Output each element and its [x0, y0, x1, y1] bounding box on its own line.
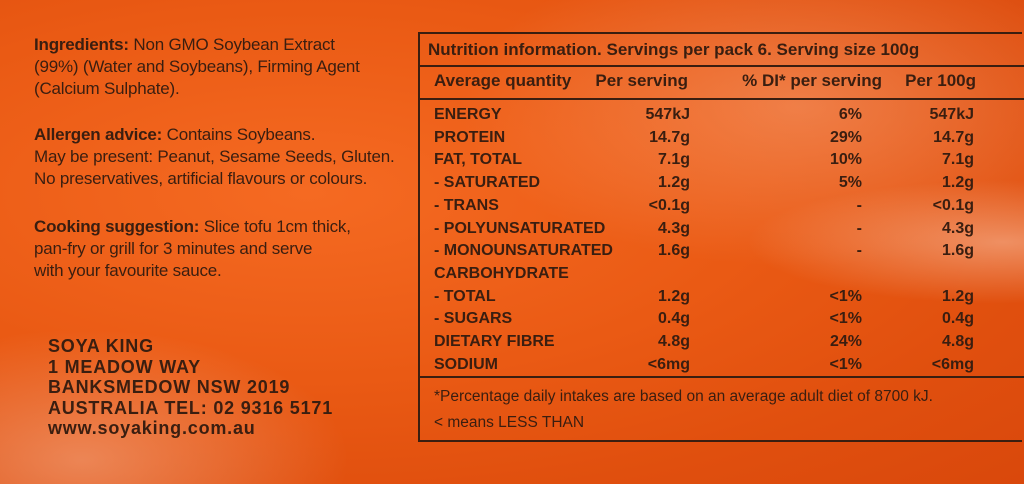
cooking-text-1: Slice tofu 1cm thick, — [203, 217, 351, 236]
title-divider — [420, 65, 1024, 67]
nutrition-row: - SATURATED 1.2g 5% 1.2g — [420, 174, 1024, 196]
nutrition-panel: Nutrition information. Servings per pack… — [418, 32, 1024, 442]
ingredients-line-3: (Calcium Sulphate). — [34, 79, 180, 98]
di-percent-value: 29% — [829, 128, 862, 146]
per-100g-value: 1.2g — [941, 174, 974, 192]
per-100g-value: 1.6g — [941, 242, 974, 260]
per-100g-value: <6mg — [931, 355, 974, 373]
allergen-block: Allergen advice: Contains Soybeans. May … — [34, 124, 414, 190]
header-average-quantity: Average quantity — [434, 71, 572, 90]
di-percent-value: 24% — [829, 333, 862, 350]
per-serving-value: 1.6g — [657, 242, 690, 260]
nutrient-name: - TRANS — [434, 196, 499, 214]
per-serving-value: 4.8g — [657, 333, 690, 350]
allergen-line-2: May be present: Peanut, Sesame Seeds, Gl… — [34, 147, 395, 166]
di-percent-value: 5% — [838, 174, 862, 192]
di-percent-value: <1% — [829, 310, 862, 328]
nutrition-row: PROTEIN 14.7g 29% 14.7g — [420, 129, 1024, 151]
nutrition-row: - TRANS <0.1g - <0.1g — [420, 197, 1024, 219]
cooking-line-1: Cooking suggestion: Slice tofu 1cm thick… — [34, 216, 414, 238]
per-serving-value: <0.1g — [648, 196, 690, 214]
allergen-line-3: No preservatives, artificial flavours or… — [34, 169, 368, 188]
footnote-di: *Percentage daily intakes are based on a… — [434, 388, 933, 405]
per-serving-value: 14.7g — [649, 128, 690, 146]
di-percent-value: - — [856, 196, 862, 214]
footer-divider — [420, 376, 1024, 378]
di-percent-value: - — [856, 219, 862, 237]
allergen-text-1: Contains Soybeans. — [166, 125, 316, 144]
di-percent-value: 6% — [838, 106, 862, 123]
header-di-per-serving: % DI* per serving — [742, 71, 882, 90]
header-divider — [420, 98, 1024, 100]
nutrition-row: ENERGY 547kJ 6% 547kJ — [420, 106, 1024, 128]
header-per-100g: Per 100g — [905, 71, 976, 90]
per-100g-value: 14.7g — [933, 128, 974, 146]
cooking-line-2: pan-fry or grill for 3 minutes and serve — [34, 239, 313, 258]
nutrient-name: SODIUM — [434, 355, 498, 373]
address-street: 1 MEADOW WAY — [48, 356, 201, 377]
per-100g-value: 0.4g — [941, 310, 974, 328]
cooking-label: Cooking suggestion: — [34, 217, 200, 236]
per-serving-value: 547kJ — [645, 106, 691, 123]
nutrition-row: - POLYUNSATURATED 4.3g - 4.3g — [420, 220, 1024, 242]
nutrient-name: - POLYUNSATURATED — [434, 219, 606, 237]
per-serving-value: 7.1g — [657, 151, 690, 169]
nutrition-row: SODIUM <6mg <1% <6mg — [420, 356, 1024, 378]
nutrition-row: DIETARY FIBRE 4.8g 24% 4.8g — [420, 333, 1024, 355]
cooking-line-3: with your favourite sauce. — [34, 261, 222, 280]
di-percent-value: 10% — [829, 151, 862, 169]
nutrient-name: - SATURATED — [434, 174, 541, 192]
nutrition-row: CARBOHYDRATE — [420, 265, 1024, 287]
per-100g-value: 7.1g — [941, 151, 974, 169]
nutrition-row: - TOTAL 1.2g <1% 1.2g — [420, 288, 1024, 310]
nutrient-name: FAT, TOTAL — [434, 151, 522, 169]
di-percent-value: - — [856, 242, 862, 260]
nutrient-name: PROTEIN — [434, 128, 506, 146]
company-address: SOYA KING 1 MEADOW WAY BANKSMEDOW NSW 20… — [48, 336, 333, 439]
nutrient-name: ENERGY — [434, 106, 502, 123]
per-serving-value: 1.2g — [657, 287, 690, 305]
allergen-label: Allergen advice: — [34, 125, 163, 144]
company-name: SOYA KING — [48, 336, 154, 356]
di-percent-value: <1% — [829, 355, 862, 373]
footnote-less-than: < means LESS THAN — [434, 414, 585, 431]
address-country-phone: AUSTRALIA TEL: 02 9316 5171 — [48, 397, 334, 418]
cooking-block: Cooking suggestion: Slice tofu 1cm thick… — [34, 216, 414, 282]
nutrition-title: Nutrition information. Servings per pack… — [428, 40, 920, 59]
per-serving-value: 1.2g — [657, 174, 690, 192]
per-serving-value: <6mg — [647, 355, 690, 373]
per-100g-value: <0.1g — [932, 196, 974, 214]
ingredients-label: Ingredients: — [34, 35, 129, 54]
nutrient-name: CARBOHYDRATE — [434, 264, 569, 282]
nutrient-name: DIETARY FIBRE — [434, 333, 555, 350]
allergen-line-1: Allergen advice: Contains Soybeans. — [34, 124, 414, 146]
per-100g-value: 547kJ — [929, 106, 975, 123]
address-suburb: BANKSMEDOW NSW 2019 — [48, 377, 291, 397]
company-website: www.soyaking.com.au — [48, 418, 256, 438]
nutrient-name: - MONOUNSATURATED — [434, 242, 613, 260]
ingredients-text-1: Non GMO Soybean Extract — [133, 35, 335, 54]
nutrition-row: - MONOUNSATURATED 1.6g - 1.6g — [420, 242, 1024, 264]
ingredients-block: Ingredients: Non GMO Soybean Extract (99… — [34, 34, 414, 100]
per-serving-value: 0.4g — [657, 310, 690, 328]
ingredients-line-1: Ingredients: Non GMO Soybean Extract — [34, 34, 414, 56]
nutrient-name: - SUGARS — [434, 310, 513, 328]
per-100g-value: 4.8g — [941, 333, 974, 350]
ingredients-line-2: (99%) (Water and Soybeans), Firming Agen… — [34, 57, 360, 76]
nutrition-row: FAT, TOTAL 7.1g 10% 7.1g — [420, 151, 1024, 173]
nutrient-name: - TOTAL — [434, 287, 496, 305]
per-100g-value: 4.3g — [941, 219, 974, 237]
di-percent-value: <1% — [829, 287, 862, 305]
per-100g-value: 1.2g — [941, 287, 974, 305]
per-serving-value: 4.3g — [657, 219, 690, 237]
header-per-serving: Per serving — [595, 71, 688, 90]
nutrition-row: - SUGARS 0.4g <1% 0.4g — [420, 310, 1024, 332]
